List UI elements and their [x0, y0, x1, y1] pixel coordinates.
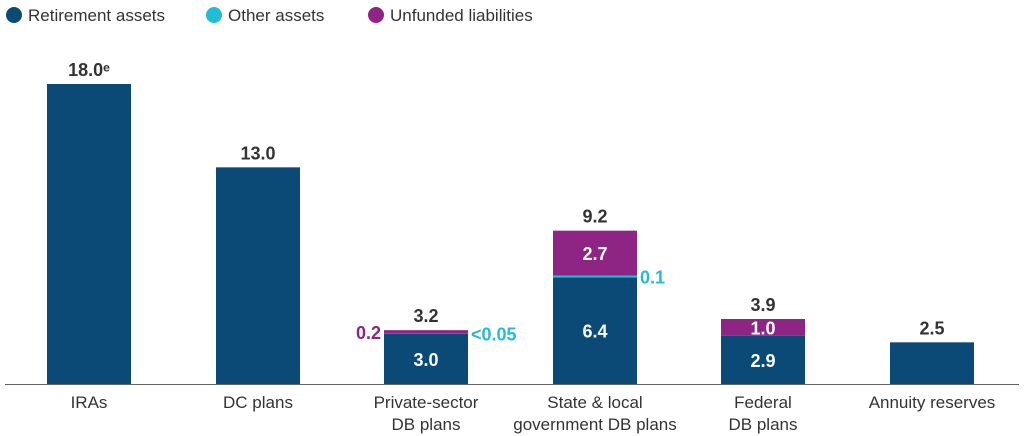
- bar-segment-other: [553, 275, 637, 278]
- bar-total-label: 9.2: [582, 207, 607, 227]
- legend-swatch-unfunded: [368, 7, 384, 23]
- segment-value-label: 2.9: [750, 351, 775, 371]
- bar-total-label: 2.5: [919, 318, 944, 338]
- legend-label-retirement: Retirement assets: [28, 6, 165, 25]
- bar-total-label: 3.2: [413, 306, 438, 326]
- bar-segment-retirement: [721, 335, 805, 384]
- bars: [47, 84, 974, 384]
- legend-label-unfunded: Unfunded liabilities: [390, 6, 533, 25]
- bar-total-label: 13.0: [240, 143, 275, 163]
- category-label: Annuity reserves: [869, 393, 996, 412]
- segment-value-label: 1.0: [750, 318, 775, 338]
- bar-segment-retirement: [216, 167, 300, 384]
- bar-segment-retirement: [553, 277, 637, 384]
- segment-value-label: 0.1: [640, 268, 665, 288]
- bar-segment-unfunded: [384, 330, 468, 334]
- labels: 18.0ᵉ IRAs 13.0 DC plans 3.0 <0.05 0.2 3.2 Priva…: [68, 60, 995, 434]
- category-label: government DB plans: [513, 415, 676, 434]
- bar-segment-unfunded: [721, 319, 805, 336]
- bar-segment-unfunded: [553, 230, 637, 276]
- legend-swatch-other: [206, 7, 222, 23]
- bar-segment-retirement: [890, 342, 974, 384]
- legend: Retirement assets Other assets Unfunded li…: [6, 6, 533, 25]
- legend-label-other: Other assets: [228, 6, 324, 25]
- category-label: State & local: [547, 393, 642, 412]
- bar-total-label: 3.9: [750, 295, 775, 315]
- category-label: IRAs: [71, 393, 108, 412]
- legend-swatch-retirement: [6, 7, 22, 23]
- category-label: Federal: [734, 393, 792, 412]
- bar-total-label: 18.0ᵉ: [68, 60, 110, 80]
- segment-value-label: 3.0: [413, 350, 438, 370]
- category-label: DB plans: [392, 415, 461, 434]
- bar-segment-retirement: [47, 84, 131, 384]
- segment-value-label: 6.4: [582, 322, 607, 342]
- segment-value-label: 2.7: [582, 244, 607, 264]
- segment-value-label: <0.05: [471, 324, 517, 344]
- category-label: DC plans: [223, 393, 293, 412]
- category-label: DB plans: [729, 415, 798, 434]
- bar-segment-retirement: [384, 334, 468, 384]
- category-label: Private-sector: [374, 393, 479, 412]
- segment-value-label: 0.2: [356, 323, 381, 343]
